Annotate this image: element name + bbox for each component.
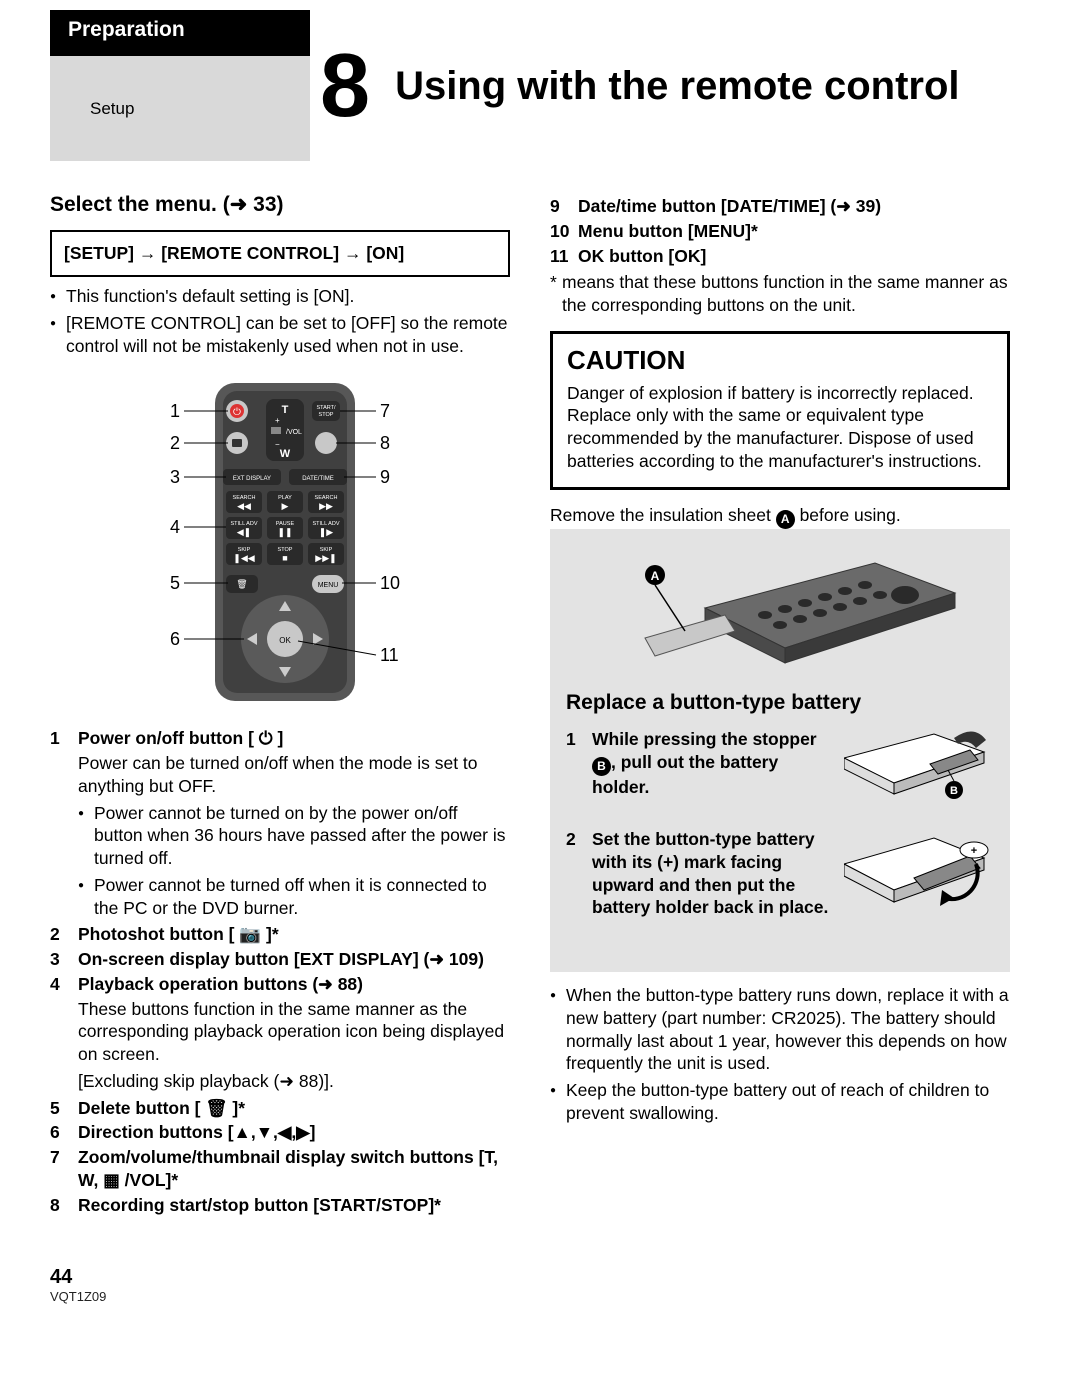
svg-text:❚❚: ❚❚	[277, 527, 292, 538]
page-header: Preparation Setup 8 Using with the remot…	[50, 10, 1010, 161]
svg-text:DATE/TIME: DATE/TIME	[302, 476, 334, 482]
select-menu-heading: Select the menu. (➜ 33)	[50, 191, 510, 218]
svg-text:T: T	[282, 404, 289, 416]
svg-text:■: ■	[282, 553, 287, 563]
svg-text:+: +	[275, 416, 280, 425]
battery-panel: A Replace a button-type battery 1 While …	[550, 529, 1010, 972]
caution-title: CAUTION	[567, 344, 993, 378]
list-text: Power can be turned on/off when the mode…	[50, 752, 510, 798]
note-item: This function's default setting is [ON].	[50, 285, 510, 308]
doc-code: VQT1Z09	[50, 1289, 1010, 1304]
svg-text:🗑: 🗑	[236, 579, 247, 589]
svg-text:◀❚: ◀❚	[237, 527, 251, 538]
list-item: 5Delete button [ 🗑 ]*	[50, 1097, 510, 1120]
svg-text:+: +	[971, 845, 977, 857]
remote-control-diagram: ⏻ T W + /VOL − START/ STOP E	[120, 377, 440, 707]
list-item: 8Recording start/stop button [START/STOP…	[50, 1194, 510, 1217]
footnote-text: means that these buttons function in the…	[562, 271, 1010, 317]
replace-battery-heading: Replace a button-type battery	[566, 689, 994, 716]
manual-page: Preparation Setup 8 Using with the remot…	[0, 0, 1080, 1334]
list-item: 6Direction buttons [▲,▼,◀,▶]	[50, 1121, 510, 1144]
preparation-block: Preparation Setup	[50, 10, 310, 161]
svg-text:3: 3	[170, 467, 180, 487]
list-item: 3On-screen display button [EXT DISPLAY] …	[50, 948, 510, 971]
battery-step1-figure: B	[844, 728, 994, 814]
page-title: Using with the remote control	[395, 65, 959, 107]
svg-text:⏻: ⏻	[233, 407, 241, 418]
svg-text:5: 5	[170, 573, 180, 593]
left-column: Select the menu. (➜ 33) [SETUP] → [REMOT…	[50, 191, 510, 1218]
caution-body: Danger of explosion if battery is incorr…	[567, 382, 993, 473]
svg-text:❚◀◀: ❚◀◀	[233, 553, 254, 564]
setup-notes: This function's default setting is [ON].…	[50, 285, 510, 357]
svg-text:A: A	[651, 569, 660, 583]
list-text: These buttons function in the same manne…	[50, 998, 510, 1066]
list-item: 9Date/time button [DATE/TIME] (➜ 39)	[550, 195, 1010, 218]
footnote-star: *	[550, 271, 562, 317]
list-item: 7Zoom/volume/thumbnail display switch bu…	[50, 1146, 510, 1192]
remote-key-list: 1Power on/off button [ ⏻ ] Power can be …	[50, 727, 510, 1216]
badge-b: B	[592, 757, 611, 776]
remote-key-list-continued: 9Date/time button [DATE/TIME] (➜ 39) 10M…	[550, 195, 1010, 267]
list-bullet: Power cannot be turned on by the power o…	[78, 802, 510, 870]
battery-step2-figure: +	[844, 828, 994, 938]
list-item: 4Playback operation buttons (➜ 88)	[50, 973, 510, 996]
svg-text:OK: OK	[279, 636, 291, 645]
svg-text:START/: START/	[316, 405, 336, 411]
svg-text:B: B	[950, 785, 958, 797]
battery-step-1: 1 While pressing the stopper B, pull out…	[566, 728, 994, 814]
svg-text:8: 8	[380, 433, 390, 453]
svg-text:▶: ▶	[282, 501, 289, 511]
svg-text:EXT DISPLAY: EXT DISPLAY	[233, 476, 271, 482]
svg-text:7: 7	[380, 401, 390, 421]
svg-text:◀◀: ◀◀	[237, 501, 251, 511]
page-footer: 44 VQT1Z09	[50, 1258, 1010, 1304]
setup-label: Setup	[50, 56, 310, 161]
list-item: 1Power on/off button [ ⏻ ]	[50, 727, 510, 750]
svg-text:6: 6	[170, 629, 180, 649]
svg-text:❚▶: ❚▶	[319, 527, 334, 538]
remote-insulation-figure: A	[595, 553, 965, 673]
right-column: 9Date/time button [DATE/TIME] (➜ 39) 10M…	[550, 191, 1010, 1218]
list-text: [Excluding skip playback (➜ 88)].	[50, 1070, 510, 1093]
svg-text:1: 1	[170, 401, 180, 421]
battery-notes: When the button-type battery runs down, …	[550, 984, 1010, 1125]
content-columns: Select the menu. (➜ 33) [SETUP] → [REMOT…	[50, 191, 1010, 1218]
page-number: 44	[50, 1266, 1010, 1289]
list-item: 10Menu button [MENU]*	[550, 220, 1010, 243]
svg-text:9: 9	[380, 467, 390, 487]
title-area: 8 Using with the remote control	[310, 10, 1010, 161]
svg-text:MENU: MENU	[318, 582, 339, 589]
svg-text:11: 11	[380, 645, 399, 665]
svg-text:▶▶: ▶▶	[319, 501, 333, 511]
badge-a: A	[776, 510, 795, 529]
preparation-label: Preparation	[50, 10, 310, 56]
svg-text:4: 4	[170, 517, 180, 537]
caution-box: CAUTION Danger of explosion if battery i…	[550, 331, 1010, 490]
svg-text:10: 10	[380, 573, 400, 593]
list-bullet: Power cannot be turned off when it is co…	[78, 874, 510, 920]
svg-text:W: W	[280, 448, 291, 460]
note-item: [REMOTE CONTROL] can be set to [OFF] so …	[50, 312, 510, 358]
note-item: When the button-type battery runs down, …	[550, 984, 1010, 1075]
note-item: Keep the button-type battery out of reac…	[550, 1079, 1010, 1125]
svg-text:STOP: STOP	[319, 412, 334, 418]
list-item: 2Photoshot button [ 📷 ]*	[50, 923, 510, 946]
svg-text:/VOL: /VOL	[286, 429, 302, 436]
step-number: 8	[320, 41, 370, 131]
list-item: 11OK button [OK]	[550, 245, 1010, 268]
svg-text:−: −	[275, 440, 280, 449]
svg-text:▶▶❚: ▶▶❚	[315, 553, 336, 564]
svg-text:2: 2	[170, 433, 180, 453]
remove-sheet-note: Remove the insulation sheet A before usi…	[550, 504, 1010, 529]
battery-step-2: 2 Set the button-type battery with its (…	[566, 828, 994, 938]
menu-path-box: [SETUP] → [REMOTE CONTROL] → [ON]	[50, 230, 510, 277]
